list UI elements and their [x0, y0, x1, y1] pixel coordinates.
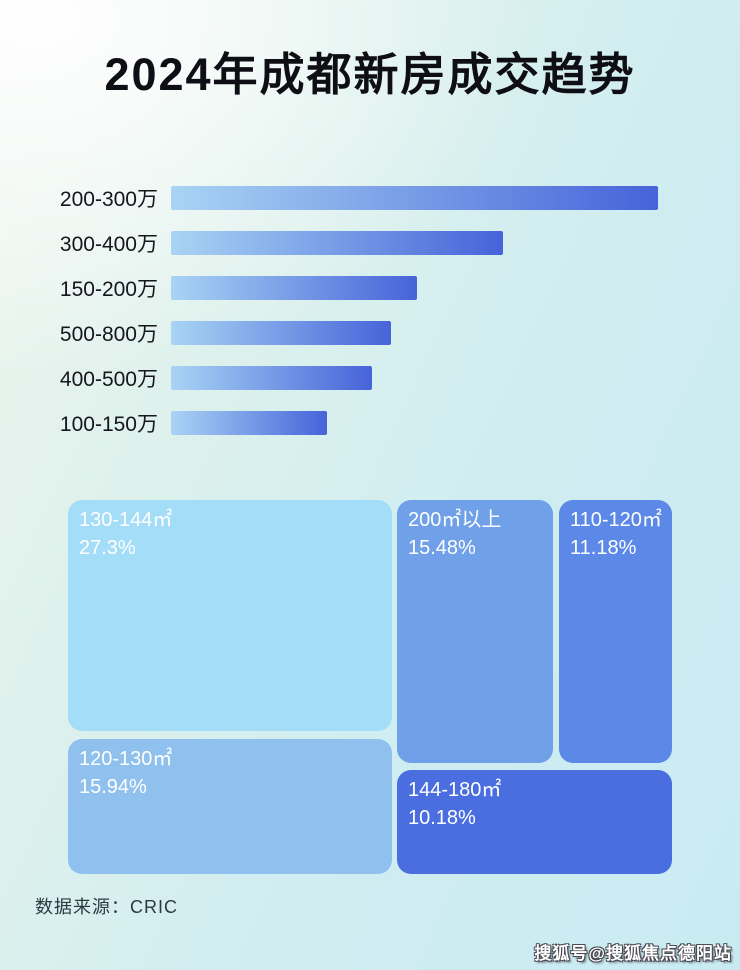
bar-row: 100-150万 [0, 411, 740, 436]
bar-label: 100-150万 [59, 413, 158, 436]
treemap-block-percent: 10.18% [408, 806, 476, 829]
price-bar-chart: 200-300万 300-400万 150-200万 500-800万 400-… [0, 186, 740, 456]
bar-row: 300-400万 [0, 231, 740, 256]
page-title: 2024年成都新房成交趋势 [104, 49, 636, 100]
treemap-block-200-plus: 200㎡以上 15.48% [397, 500, 553, 763]
price-bar [171, 231, 503, 255]
data-source-note: 数据来源：CRIC [35, 897, 178, 917]
price-bar [171, 276, 417, 300]
bar-label: 400-500万 [59, 368, 158, 391]
bar-row: 500-800万 [0, 321, 740, 346]
treemap-block-label: 144-180㎡ [408, 779, 502, 801]
treemap-block-130-144: 130-144㎡ 27.3% [68, 500, 392, 731]
bar-label: 150-200万 [59, 278, 158, 301]
treemap-block-label: 130-144㎡ [79, 509, 173, 531]
treemap-block-percent: 15.48% [408, 536, 476, 559]
price-bar [171, 321, 391, 345]
bar-label: 500-800万 [59, 323, 158, 346]
price-bar [171, 366, 372, 390]
bar-row: 400-500万 [0, 366, 740, 391]
bar-label: 200-300万 [59, 188, 158, 211]
watermark: 搜狐号@搜狐焦点德阳站 [534, 944, 732, 963]
bar-row: 150-200万 [0, 276, 740, 301]
treemap-block-120-130: 120-130㎡ 15.94% [68, 739, 392, 874]
bar-row: 200-300万 [0, 186, 740, 211]
bar-label: 300-400万 [59, 233, 158, 256]
area-treemap: 130-144㎡ 27.3% 200㎡以上 15.48% 110-120㎡ 11… [68, 500, 672, 874]
treemap-block-percent: 27.3% [79, 536, 136, 559]
treemap-block-percent: 11.18% [570, 536, 637, 559]
treemap-block-label: 110-120㎡ [570, 509, 662, 531]
price-bar [171, 411, 327, 435]
treemap-block-144-180: 144-180㎡ 10.18% [397, 770, 672, 874]
treemap-block-110-120: 110-120㎡ 11.18% [559, 500, 672, 763]
treemap-block-label: 200㎡以上 [408, 509, 502, 531]
price-bar [171, 186, 658, 210]
treemap-block-label: 120-130㎡ [79, 748, 173, 770]
treemap-block-percent: 15.94% [79, 775, 147, 798]
